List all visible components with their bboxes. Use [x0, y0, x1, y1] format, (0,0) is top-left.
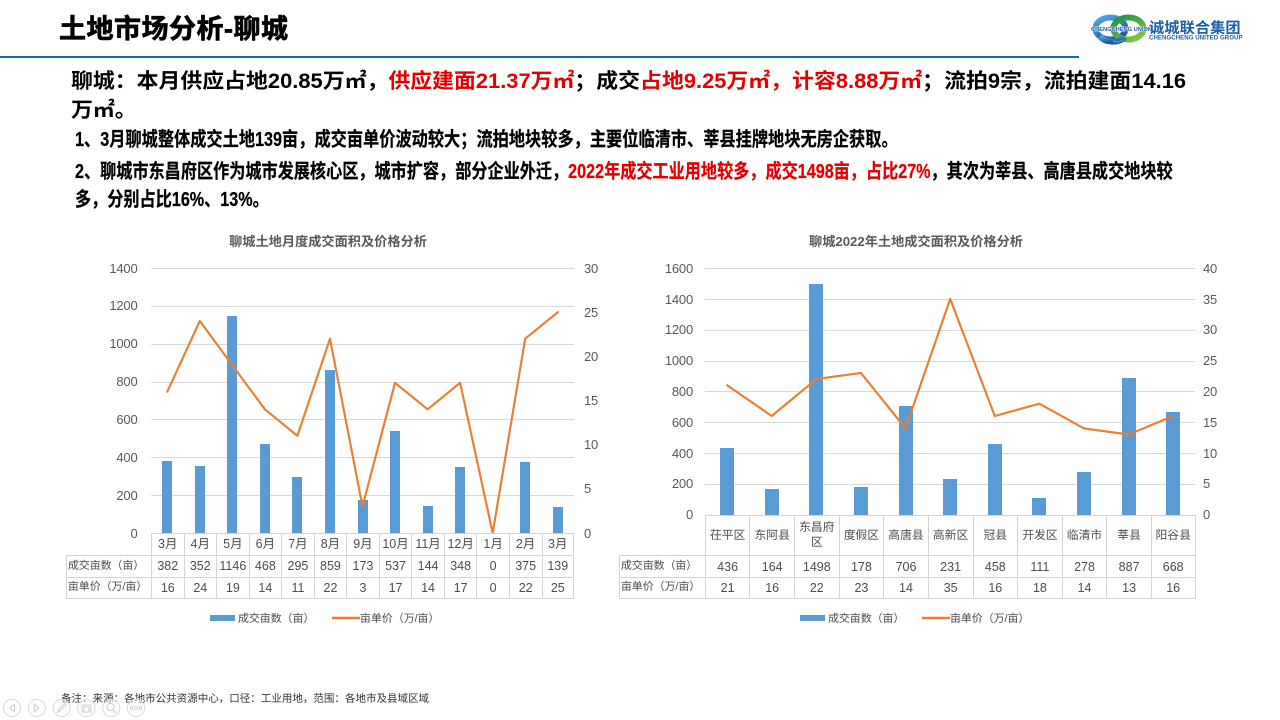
- svg-text:CHENGCHENG UNITED GROUP: CHENGCHENG UNITED GROUP: [1149, 35, 1243, 42]
- svg-text:诚城联合集团: 诚城联合集团: [1149, 16, 1241, 38]
- svg-text:CHENGCHENG UNION: CHENGCHENG UNION: [1091, 27, 1152, 33]
